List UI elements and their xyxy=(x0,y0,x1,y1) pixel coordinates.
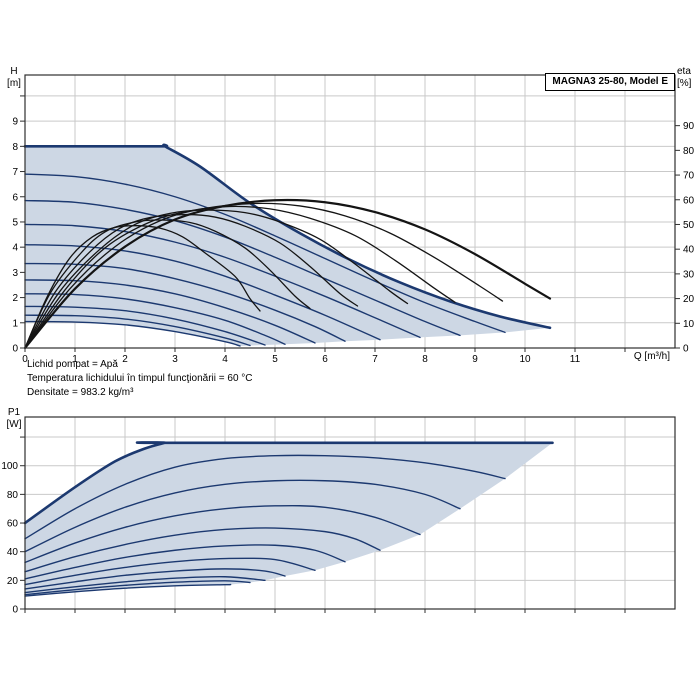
density-line: Densitate = 983.2 kg/m³ xyxy=(27,387,134,398)
efficiency-curve-max xyxy=(23,198,552,350)
power-curve-max xyxy=(23,441,554,525)
hq-ticks xyxy=(20,95,680,352)
hq-operating-envelope xyxy=(25,146,550,346)
svg-text:20: 20 xyxy=(7,576,19,587)
svg-text:0: 0 xyxy=(12,344,18,355)
svg-text:4: 4 xyxy=(222,354,228,365)
p1-curves xyxy=(23,441,554,597)
power-curve-2 xyxy=(24,454,506,540)
model-label-box: MAGNA3 25-80, Model E xyxy=(545,73,675,91)
hq-tick-labels: 0 1 2 3 4 5 6 7 8 9 10 1101234567890102030405060708… xyxy=(12,117,694,365)
svg-text:0: 0 xyxy=(683,344,689,355)
svg-text:6: 6 xyxy=(322,354,328,365)
svg-text:8: 8 xyxy=(422,354,428,365)
power-curve-3 xyxy=(24,479,461,553)
p1-axis-title-line2: [W] xyxy=(6,419,22,430)
svg-text:60: 60 xyxy=(7,519,19,530)
svg-text:4: 4 xyxy=(12,243,18,254)
svg-text:100: 100 xyxy=(1,461,18,472)
speed-curve-min xyxy=(24,320,241,347)
speed-curve-4 xyxy=(24,223,421,339)
svg-text:10: 10 xyxy=(519,354,531,365)
svg-text:2: 2 xyxy=(122,354,128,365)
h-axis-title-line2: [m] xyxy=(7,78,21,89)
speed-curve-2 xyxy=(24,173,506,334)
p1-frame xyxy=(24,416,676,610)
efficiency-curve-3 xyxy=(24,205,456,349)
speed-curve-3 xyxy=(24,199,461,337)
efficiency-curve-4 xyxy=(24,209,409,349)
svg-text:80: 80 xyxy=(7,490,19,501)
svg-text:0: 0 xyxy=(12,605,18,616)
speed-curve-9 xyxy=(24,305,266,346)
svg-text:30: 30 xyxy=(683,269,695,280)
speed-curve-5 xyxy=(24,243,381,341)
efficiency-curve-2 xyxy=(24,202,504,349)
p1-chart: 0 20 40 60 80 100 xyxy=(1,416,676,616)
power-curve-8 xyxy=(24,568,286,590)
svg-text:5: 5 xyxy=(272,354,278,365)
power-curve-5 xyxy=(24,527,381,573)
svg-text:9: 9 xyxy=(12,117,18,128)
efficiency-curve-5 xyxy=(24,213,359,349)
eta-axis-title-line1: eta xyxy=(677,66,691,77)
h-axis-title-line1: H xyxy=(10,66,18,77)
eta-axis-title: eta [%] xyxy=(677,66,699,90)
speed-curve-10 xyxy=(24,314,251,347)
svg-text:90: 90 xyxy=(683,121,695,132)
power-curve-min xyxy=(24,583,232,597)
svg-text:5: 5 xyxy=(12,217,18,228)
power-curve-7 xyxy=(24,557,316,586)
svg-text:9: 9 xyxy=(472,354,478,365)
power-curve-9 xyxy=(24,575,266,594)
svg-text:11: 11 xyxy=(570,354,581,365)
p1-axis-title: P1 [W] xyxy=(2,407,26,431)
svg-text:7: 7 xyxy=(12,167,18,178)
svg-text:1: 1 xyxy=(12,318,18,329)
temperature-line: Temperatura lichidului în timpul funcţio… xyxy=(27,373,253,384)
efficiency-curve-6 xyxy=(24,219,311,349)
svg-text:2: 2 xyxy=(12,293,18,304)
speed-curve-7 xyxy=(24,279,316,344)
q-axis-title: Q [m³/h] xyxy=(633,351,670,362)
p1-ticks xyxy=(20,436,626,613)
power-curve-6 xyxy=(24,544,346,580)
power-curve-10 xyxy=(24,580,251,596)
svg-text:1: 1 xyxy=(72,354,78,365)
svg-text:8: 8 xyxy=(12,142,18,153)
p1-tick-labels: 0 20 40 60 80 100 xyxy=(1,461,18,615)
svg-text:6: 6 xyxy=(12,192,18,203)
svg-text:0: 0 xyxy=(22,354,28,365)
speed-curve-6 xyxy=(24,262,346,342)
svg-text:80: 80 xyxy=(683,146,695,157)
svg-text:7: 7 xyxy=(372,354,378,365)
hq-curves xyxy=(23,143,552,350)
svg-text:70: 70 xyxy=(683,171,695,182)
svg-text:20: 20 xyxy=(683,294,695,305)
svg-text:3: 3 xyxy=(12,268,18,279)
svg-text:3: 3 xyxy=(172,354,178,365)
pumped-liquid-line: Lichid pompat = Apă xyxy=(27,359,118,370)
svg-text:50: 50 xyxy=(683,220,695,231)
speed-curve-8 xyxy=(24,293,286,345)
svg-text:40: 40 xyxy=(7,547,19,558)
power-curve-4 xyxy=(24,504,421,564)
p1-axis-title-line1: P1 xyxy=(7,407,21,418)
svg-text:60: 60 xyxy=(683,195,695,206)
p1-operating-envelope xyxy=(25,442,553,597)
h-axis-title: H [m] xyxy=(2,66,26,90)
svg-text:40: 40 xyxy=(683,245,695,256)
svg-text:10: 10 xyxy=(683,319,695,330)
eta-axis-title-line2: [%] xyxy=(677,78,692,89)
efficiency-curve-7 xyxy=(24,225,261,349)
hq-chart: 0 1 2 3 4 5 6 7 8 9 10 1101234567890102030405060708… xyxy=(12,74,695,365)
hq-frame xyxy=(24,74,676,349)
